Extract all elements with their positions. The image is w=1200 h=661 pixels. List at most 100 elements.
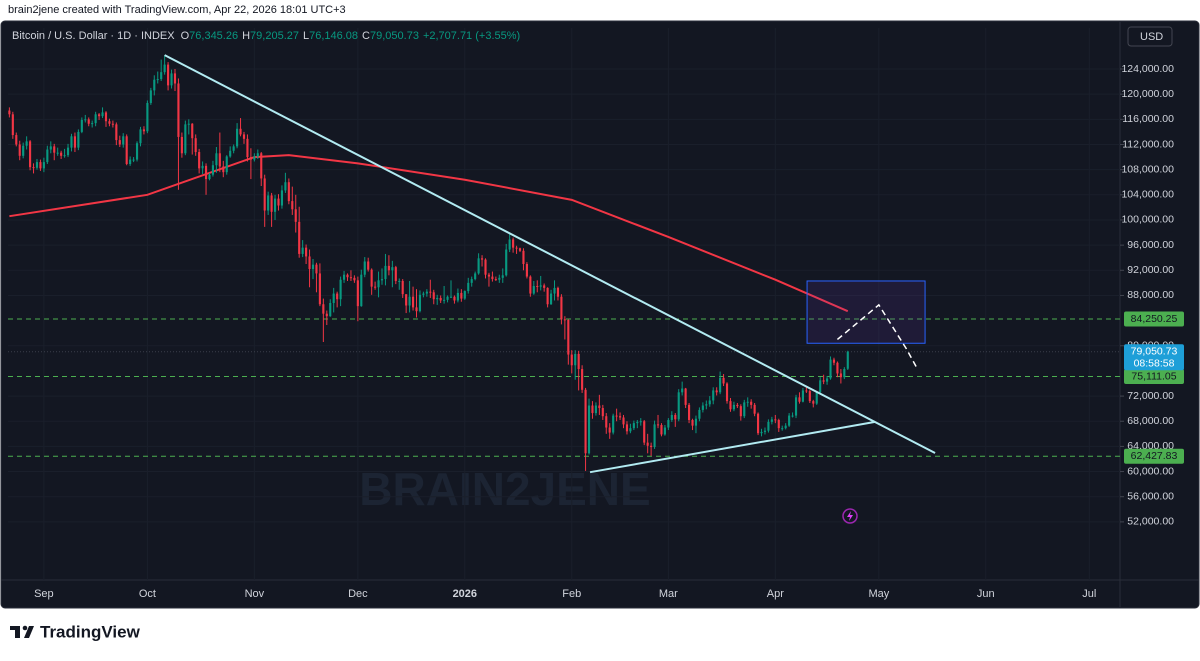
candle-body	[211, 165, 215, 175]
candle-body	[808, 391, 811, 402]
candle-body	[35, 162, 39, 168]
candle-body	[467, 282, 470, 292]
candle-body	[84, 119, 87, 121]
candle-body	[77, 131, 80, 148]
candle-body	[104, 112, 108, 122]
candle-body	[436, 297, 439, 300]
candle-body	[73, 136, 77, 148]
candle-body	[484, 259, 487, 275]
candle-body	[284, 182, 287, 191]
candle-body	[656, 424, 660, 426]
candle-body	[346, 274, 349, 278]
candle-body	[663, 427, 666, 435]
candle-body	[425, 291, 428, 294]
candle-body	[25, 141, 28, 146]
candle-body	[543, 285, 546, 288]
candle-body	[260, 153, 263, 179]
candle-body	[643, 421, 646, 443]
candle-body	[301, 247, 304, 254]
candle-body	[719, 377, 722, 393]
candle-body	[491, 276, 494, 280]
candle-body	[125, 136, 128, 164]
candle-body	[843, 369, 846, 378]
candle-body	[601, 408, 604, 417]
last-price-label: 79,050.73	[1131, 346, 1178, 358]
candle-body	[198, 152, 201, 169]
x-tick-label: May	[868, 588, 889, 600]
candle-body	[80, 119, 83, 132]
trendline	[164, 54, 936, 454]
candle-body	[801, 390, 804, 402]
candle-body	[757, 413, 760, 434]
x-tick-label: Sep	[34, 588, 54, 600]
candle-body	[270, 195, 273, 212]
candle-body	[501, 275, 504, 278]
candle-body	[532, 286, 535, 294]
candle-body	[784, 425, 787, 429]
candle-body	[477, 258, 480, 274]
candle-body	[322, 304, 325, 314]
candle-body	[598, 405, 601, 409]
candle-body	[170, 73, 173, 86]
price-label: 75,111.05	[1131, 370, 1176, 382]
candle-body	[591, 405, 594, 414]
ohlc-key: C	[362, 30, 370, 42]
candle-body	[508, 239, 511, 250]
candle-body	[770, 419, 773, 422]
candle-body	[605, 416, 608, 428]
candle-body	[239, 128, 242, 135]
candle-body	[798, 397, 801, 402]
candle-body	[356, 280, 359, 307]
candle-body	[325, 313, 328, 317]
candle-body	[622, 417, 625, 425]
candle-body	[753, 404, 756, 414]
currency[interactable]: USD	[1140, 31, 1163, 43]
candle-body	[794, 397, 798, 416]
candle-body	[581, 369, 584, 390]
candle-body	[829, 359, 832, 379]
candle-body	[522, 250, 525, 264]
candle-body	[546, 287, 549, 305]
candle-body	[846, 351, 849, 369]
candle-body	[512, 239, 515, 248]
candle-body	[418, 294, 422, 312]
candle-body	[432, 292, 435, 300]
candle-body	[411, 296, 415, 308]
currency-button[interactable]	[1127, 26, 1173, 47]
candle-body	[826, 378, 829, 382]
candle-body	[215, 153, 218, 166]
candle-body	[267, 195, 270, 211]
candle-body	[339, 279, 342, 300]
candle-body	[577, 353, 580, 370]
candle-body	[584, 389, 587, 454]
candle-body	[187, 123, 190, 125]
change: +2,707.71 (+3.55%)	[423, 30, 520, 42]
candle-body	[805, 390, 808, 392]
candle-body	[94, 114, 97, 124]
candle-body	[349, 277, 353, 279]
candle-body	[287, 182, 290, 202]
candle-body	[460, 292, 463, 299]
candle-body	[129, 159, 132, 164]
candle-body	[377, 280, 380, 288]
y-tick-label: 104,000.00	[1121, 189, 1174, 201]
candle-body	[763, 430, 767, 432]
candle-body	[218, 153, 221, 167]
candle-body	[308, 256, 311, 270]
candle-body	[549, 293, 553, 305]
candle-body	[760, 431, 763, 434]
candle-body	[525, 263, 528, 277]
candle-body	[653, 424, 656, 448]
candle-body	[670, 414, 673, 420]
candle-body	[480, 258, 484, 260]
candle-body	[387, 265, 390, 271]
candle-body	[391, 267, 394, 271]
candle-body	[715, 390, 718, 393]
candle-body	[87, 119, 90, 124]
y-tick-label: 108,000.00	[1121, 163, 1174, 175]
candle-body	[11, 114, 14, 136]
candle-body	[788, 415, 791, 426]
ohlc-key: H	[242, 30, 250, 42]
symbol: Bitcoin / U.S. Dollar · 1D · INDEX	[12, 30, 175, 42]
